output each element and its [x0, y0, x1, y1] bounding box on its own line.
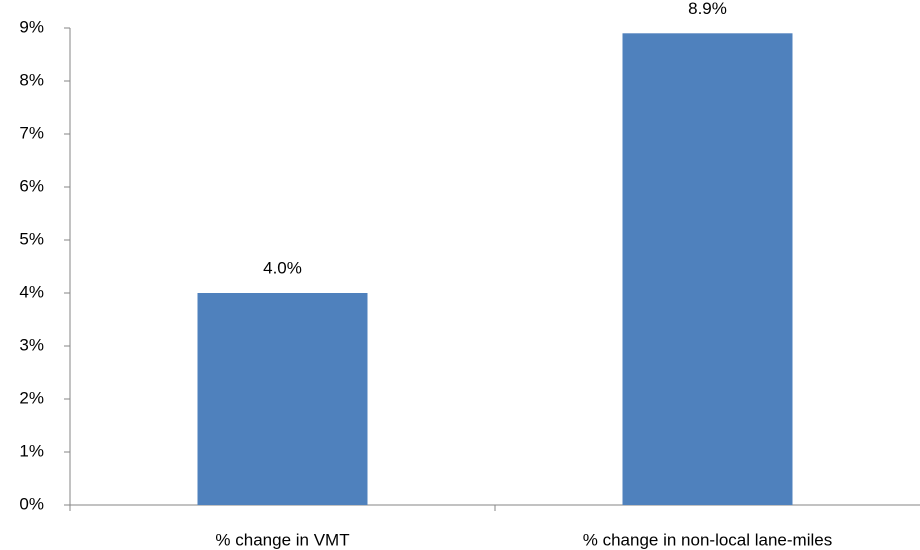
- x-tick-label: % change in VMT: [215, 530, 349, 549]
- y-tick-label: 7%: [19, 123, 44, 142]
- bar: [197, 293, 368, 505]
- y-tick-label: 0%: [19, 494, 44, 513]
- y-tick-label: 1%: [19, 441, 44, 460]
- x-tick-label: % change in non-local lane-miles: [583, 530, 832, 549]
- y-tick-label: 3%: [19, 335, 44, 354]
- y-tick-label: 2%: [19, 388, 44, 407]
- y-tick-label: 6%: [19, 176, 44, 195]
- y-tick-label: 8%: [19, 70, 44, 89]
- value-label: 8.9%: [688, 0, 727, 18]
- bar: [622, 33, 793, 506]
- y-tick-label: 4%: [19, 282, 44, 301]
- value-label: 4.0%: [263, 258, 302, 277]
- y-tick-label: 9%: [19, 17, 44, 36]
- y-tick-label: 5%: [19, 229, 44, 248]
